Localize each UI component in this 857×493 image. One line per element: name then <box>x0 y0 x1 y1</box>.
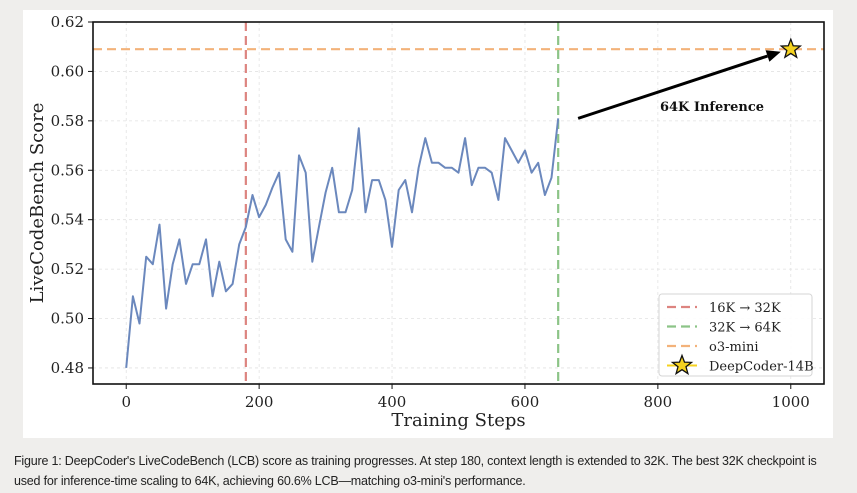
series <box>125 118 560 369</box>
figure-card: 64K Inference 0 200 400 600 800 1000 0.48 0.50 0… <box>23 10 833 438</box>
legend-star-icon <box>670 353 694 376</box>
legend-label: DeepCoder-14B <box>709 360 814 375</box>
annotation-label: 64K Inference <box>660 100 764 115</box>
legend-label: 16K → 32K <box>709 301 781 316</box>
annotation: 64K Inference <box>577 37 803 120</box>
y-tick-label: 0.54 <box>51 211 84 229</box>
y-tick-label: 0.48 <box>51 359 84 377</box>
legend-label: o3-mini <box>709 340 759 355</box>
y-tick-label: 0.62 <box>51 13 84 31</box>
x-tick-label: 200 <box>245 393 274 411</box>
x-tick-label: 1000 <box>772 393 810 411</box>
axes <box>88 21 825 389</box>
reference-lines <box>93 22 824 384</box>
annotation-arrow-shaft <box>577 54 768 120</box>
y-tick-label: 0.52 <box>51 260 84 278</box>
figure-caption: Figure 1: DeepCoder's LiveCodeBench (LCB… <box>14 454 817 488</box>
deepcoder-star-marker <box>779 37 803 59</box>
legend: 16K → 32K 32K → 64K o3-mini DeepCoder-14B <box>658 293 814 377</box>
series-line <box>125 118 560 368</box>
annotation-arrowhead <box>765 50 781 62</box>
x-tick-label: 400 <box>378 393 407 411</box>
y-tick-label: 0.60 <box>51 62 84 80</box>
plot-frame <box>92 21 825 385</box>
y-tick-label: 0.58 <box>51 112 84 130</box>
x-tick-label: 600 <box>511 393 540 411</box>
y-axis-label: LiveCodeBench Score <box>27 103 48 304</box>
y-tick-label: 0.56 <box>51 161 84 179</box>
legend-box <box>658 293 813 377</box>
chart: 64K Inference 0 200 400 600 800 10000.480.500… <box>27 13 825 431</box>
tick-labels: 0 200 400 600 800 1000 0.48 0.50 0.52 0.54 0.56 0.5… <box>51 13 810 411</box>
x-tick-label: 800 <box>644 393 673 411</box>
x-tick-label: 0 <box>121 393 131 411</box>
y-tick-label: 0.50 <box>51 310 84 328</box>
x-axis-label: Training Steps <box>391 410 525 431</box>
legend-label: 32K → 64K <box>709 321 781 336</box>
